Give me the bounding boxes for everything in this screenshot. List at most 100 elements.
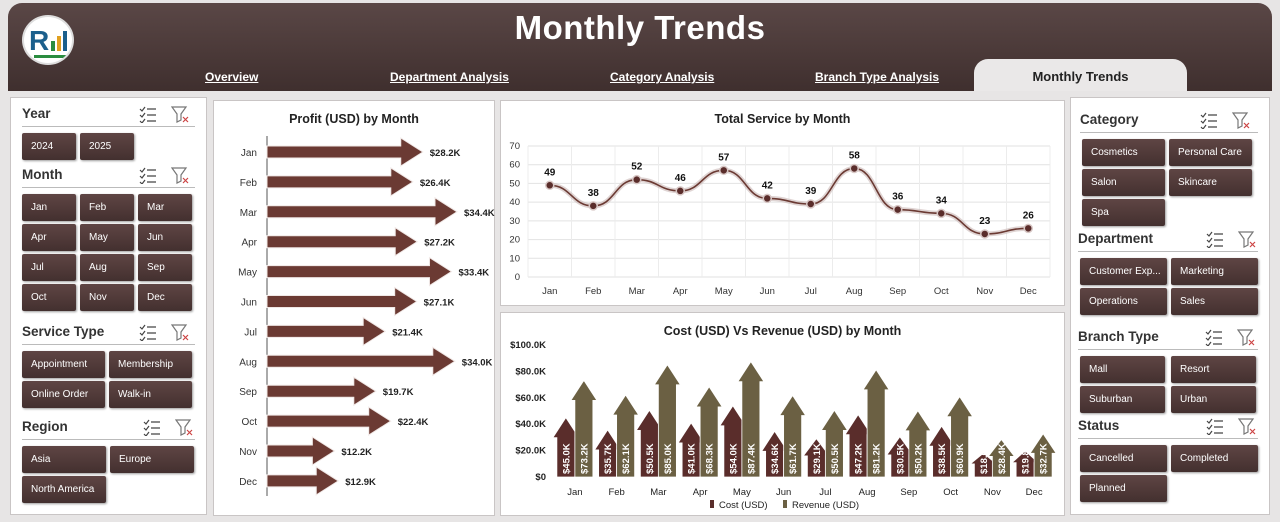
slicer-item-month-dec[interactable]: Dec (138, 284, 192, 311)
cr-data-label: $85.0K (663, 443, 674, 474)
tab-monthly-trends[interactable]: Monthly Trends (974, 59, 1187, 91)
clear-filter-icon[interactable] (1237, 230, 1256, 248)
cr-data-label: $87.4K (746, 443, 757, 474)
multi-select-icon[interactable] (139, 166, 157, 185)
slicer-item-service-type-walk-in[interactable]: Walk-in (109, 381, 192, 408)
profit-data-label: $27.1K (424, 298, 455, 309)
service-point (632, 174, 642, 185)
slicer-divider (1078, 251, 1258, 252)
slicer-item-month-jun[interactable]: Jun (138, 224, 192, 251)
slicer-item-region-north-america[interactable]: North America (22, 476, 106, 503)
service-point (762, 193, 772, 204)
tab-branch-type-analysis[interactable]: Branch Type Analysis (815, 70, 940, 84)
clear-filter-icon[interactable] (170, 166, 189, 184)
cr-arrow-column (653, 364, 682, 478)
service-data-label: 34 (936, 195, 948, 206)
multi-select-icon[interactable] (1205, 328, 1223, 347)
multi-select-icon[interactable] (1200, 111, 1218, 130)
slicer-item-category-spa[interactable]: Spa (1082, 199, 1165, 226)
slicer-item-branch-type-mall[interactable]: Mall (1080, 356, 1165, 383)
cr-data-label: $61.7K (788, 443, 799, 474)
slicer-item-month-jan[interactable]: Jan (22, 194, 76, 221)
service-data-label: 58 (849, 150, 861, 161)
multi-select-icon[interactable] (139, 105, 157, 124)
cr-x-tick: Jun (776, 487, 791, 498)
multi-select-icon[interactable] (143, 418, 161, 437)
tab-department-analysis[interactable]: Department Analysis (390, 70, 509, 84)
multi-select-icon[interactable] (1206, 230, 1224, 249)
cr-data-label: $32.7K (1039, 443, 1050, 474)
slicer-title-status: Status (1078, 418, 1120, 433)
slicer-item-month-may[interactable]: May (80, 224, 134, 251)
slicer-item-region-europe[interactable]: Europe (110, 446, 194, 473)
cr-data-label: $34.6K (770, 443, 781, 474)
slicer-item-region-asia[interactable]: Asia (22, 446, 106, 473)
clear-filter-icon[interactable] (170, 323, 189, 341)
slicer-item-department-customer-exp[interactable]: Customer Exp... (1080, 258, 1167, 285)
cr-data-label: $50.5K (830, 443, 841, 474)
slicer-item-branch-type-suburban[interactable]: Suburban (1080, 386, 1165, 413)
slicer-item-year-2024[interactable]: 2024 (22, 133, 76, 160)
service-point (675, 186, 685, 196)
slicer-item-service-type-membership[interactable]: Membership (109, 351, 192, 378)
service-y-tick: 60 (509, 160, 520, 171)
cr-data-label: $35.7K (603, 443, 614, 474)
clear-filter-icon[interactable] (1236, 328, 1255, 346)
slicer-item-category-skincare[interactable]: Skincare (1169, 169, 1252, 196)
cr-data-label: $50.2K (913, 443, 924, 474)
profit-data-label: $33.4K (458, 268, 489, 279)
slicer-item-month-feb[interactable]: Feb (80, 194, 134, 221)
slicer-item-month-nov[interactable]: Nov (80, 284, 134, 311)
slicer-item-month-sep[interactable]: Sep (138, 254, 192, 281)
profit-arrow-bar (266, 137, 424, 167)
slicer-item-status-cancelled[interactable]: Cancelled (1080, 445, 1167, 472)
multi-select-icon[interactable] (1206, 417, 1224, 436)
profit-month-label: Sep (239, 387, 257, 398)
cr-x-tick: Feb (608, 487, 624, 498)
slicer-item-category-personal-care[interactable]: Personal Care (1169, 139, 1252, 166)
tab-overview[interactable]: Overview (205, 70, 259, 84)
tab-category-analysis[interactable]: Category Analysis (610, 70, 715, 84)
cr-y-tick: $40.0K (515, 419, 546, 430)
slicer-item-category-salon[interactable]: Salon (1082, 169, 1165, 196)
slicer-item-month-oct[interactable]: Oct (22, 284, 76, 311)
cr-arrow-column (570, 379, 598, 478)
slicer-item-branch-type-resort[interactable]: Resort (1171, 356, 1256, 383)
cr-arrow-column (820, 409, 849, 478)
profit-data-label: $19.7K (383, 387, 414, 398)
slicer-item-department-sales[interactable]: Sales (1171, 288, 1258, 315)
slicer-divider (1078, 438, 1258, 439)
clear-filter-icon[interactable] (174, 418, 193, 436)
slicer-item-month-mar[interactable]: Mar (138, 194, 192, 221)
cr-legend-label: Cost (USD) (719, 500, 768, 511)
slicer-item-month-apr[interactable]: Apr (22, 224, 76, 251)
multi-select-icon[interactable] (139, 323, 157, 342)
service-y-tick: 40 (509, 197, 520, 208)
service-point (849, 163, 859, 174)
cr-y-tick: $0 (535, 472, 546, 483)
service-x-tick: Dec (1020, 286, 1037, 297)
slicer-item-year-2025[interactable]: 2025 (80, 133, 134, 160)
slicer-item-status-planned[interactable]: Planned (1080, 475, 1167, 502)
service-point (893, 204, 903, 215)
profit-month-label: Apr (241, 238, 257, 249)
slicer-item-department-operations[interactable]: Operations (1080, 288, 1167, 315)
slicer-item-month-aug[interactable]: Aug (80, 254, 134, 281)
slicer-item-service-type-appointment[interactable]: Appointment (22, 351, 105, 378)
cr-y-tick: $100.0K (510, 340, 546, 351)
clear-filter-icon[interactable] (1237, 417, 1256, 435)
slicer-item-status-completed[interactable]: Completed (1171, 445, 1258, 472)
clear-filter-icon[interactable] (170, 105, 189, 123)
service-y-tick: 30 (509, 216, 520, 227)
header-bar: R Monthly Trends (8, 3, 1272, 91)
cr-data-label: $50.5K (645, 443, 656, 474)
slicer-item-department-marketing[interactable]: Marketing (1171, 258, 1258, 285)
cr-x-tick: Aug (859, 487, 876, 498)
clear-filter-icon[interactable] (1231, 111, 1250, 129)
slicer-item-branch-type-urban[interactable]: Urban (1171, 386, 1256, 413)
cr-x-tick: Oct (943, 487, 958, 498)
profit-data-label: $26.4K (420, 178, 451, 189)
slicer-item-month-jul[interactable]: Jul (22, 254, 76, 281)
slicer-item-service-type-online-order[interactable]: Online Order (22, 381, 105, 408)
slicer-item-category-cosmetics[interactable]: Cosmetics (1082, 139, 1165, 166)
